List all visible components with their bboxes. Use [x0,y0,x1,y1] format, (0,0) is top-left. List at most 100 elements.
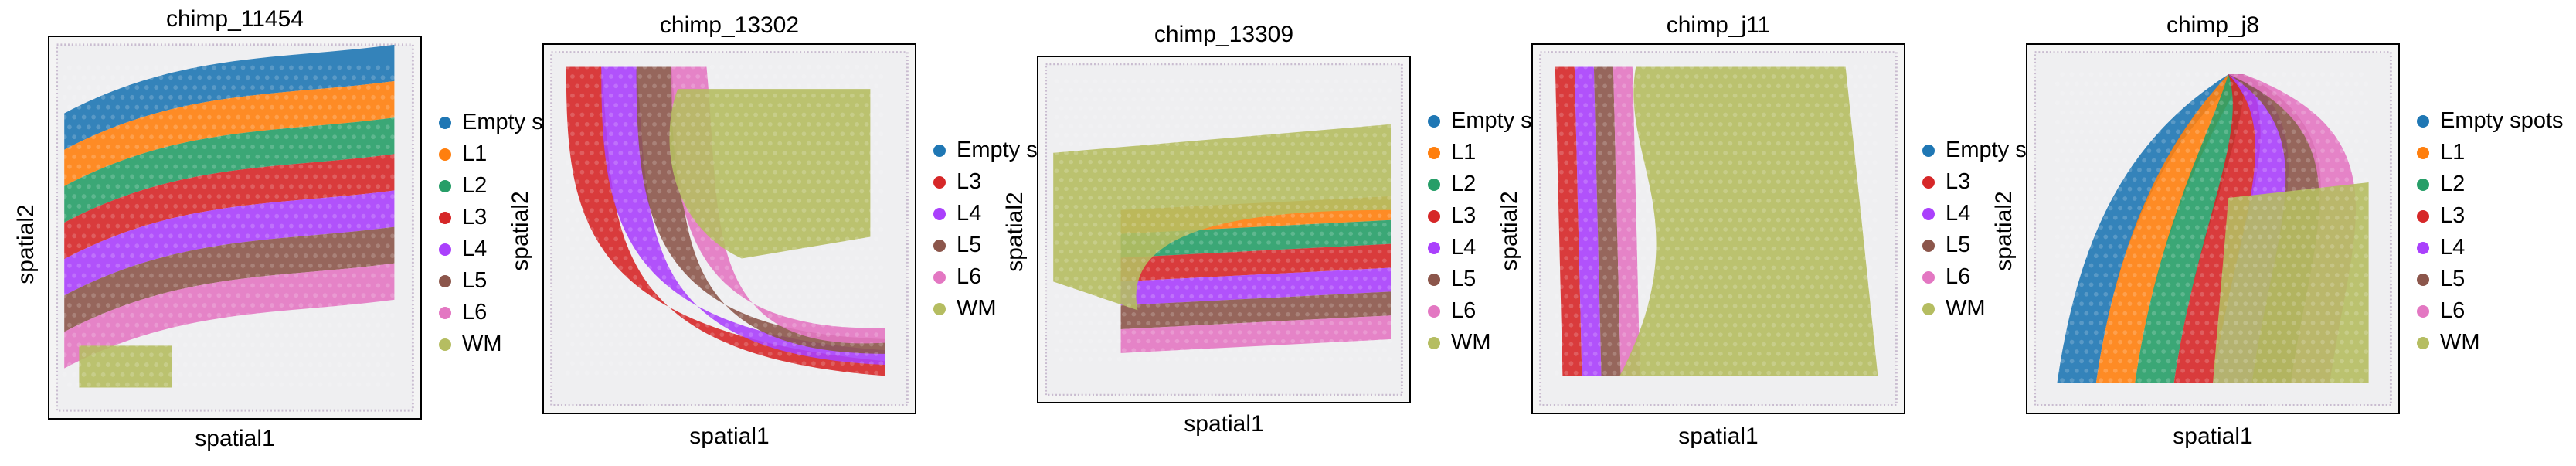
spot [681,370,686,376]
spot [1348,88,1354,93]
spot [2330,129,2335,134]
spot [734,265,739,270]
spot [1194,106,1199,111]
spot [850,361,855,366]
spot [840,93,845,98]
spot [1776,141,1781,146]
spot [864,198,869,203]
spot [811,189,816,194]
spot [1833,351,1839,356]
spot [1223,267,1228,272]
spot [1204,303,1208,308]
spot [719,198,725,203]
spot [2306,100,2311,106]
spot [1650,179,1656,184]
spot [1247,276,1252,281]
spot [868,361,874,366]
spot [748,103,753,107]
spot [182,184,188,189]
spot [1737,83,1742,89]
spot [2353,138,2359,144]
spot [1170,258,1175,263]
spot [284,372,289,377]
spot [1680,217,1684,223]
spot [1756,294,1762,299]
x-axis-label: spatial1 [1678,423,1759,449]
spot [240,342,246,348]
spot [594,198,600,203]
spot [270,243,274,249]
spot [758,83,763,89]
spot [1131,223,1137,227]
spot [260,263,265,268]
tissue-layer-l5 [64,226,395,332]
spot [821,131,826,137]
spot [1684,131,1690,137]
spot [743,74,749,79]
spot [603,332,609,337]
spot [1583,83,1589,89]
spot [825,179,831,184]
spot [81,352,87,358]
spot [575,256,580,260]
spot [1713,304,1718,308]
spot [1073,168,1079,173]
spot [1286,276,1290,281]
legend-item: L3 [1428,200,1532,232]
spot [231,263,236,268]
spot [743,93,749,98]
spot [216,94,222,100]
spot [743,112,749,117]
spot [1184,231,1189,236]
spot [1641,370,1646,376]
spot [1867,208,1873,213]
spot [594,179,600,184]
spot [661,370,667,376]
spot [202,263,207,268]
spot [821,246,826,251]
spot [130,233,134,239]
spot [182,362,188,367]
spot [1295,348,1300,352]
spot [1252,106,1257,111]
spot [661,103,667,107]
spot [1863,141,1867,146]
spot [1189,168,1195,173]
spot [1266,276,1271,281]
spot [318,283,323,288]
spot [753,208,758,213]
spot [96,124,101,130]
spot [81,293,87,298]
spot [139,233,144,239]
spot [2137,72,2142,77]
spot [1872,256,1878,260]
spot [1237,312,1242,317]
tissue-layers [1053,124,1391,353]
spot [1381,186,1387,192]
spot [1559,112,1564,117]
spot [1559,265,1564,270]
spot [2306,158,2311,163]
spot [618,246,624,251]
spot [1762,304,1766,308]
spot [1756,121,1762,127]
spot [599,361,604,366]
spot [2069,148,2075,153]
spot [1718,198,1723,203]
spot [1310,106,1315,111]
spot [1237,151,1242,155]
spot [289,283,294,288]
spot [1069,267,1074,272]
spot [1088,213,1093,218]
legend-marker [1428,304,1440,318]
spot [1833,217,1839,223]
spot [1752,93,1757,98]
spot [1116,338,1122,344]
spot [1179,133,1184,138]
spot [1728,351,1733,356]
spot [590,131,594,137]
tissue-layer-l4 [601,66,885,366]
spot [1078,303,1083,308]
spot [840,131,845,137]
spot [120,194,125,199]
